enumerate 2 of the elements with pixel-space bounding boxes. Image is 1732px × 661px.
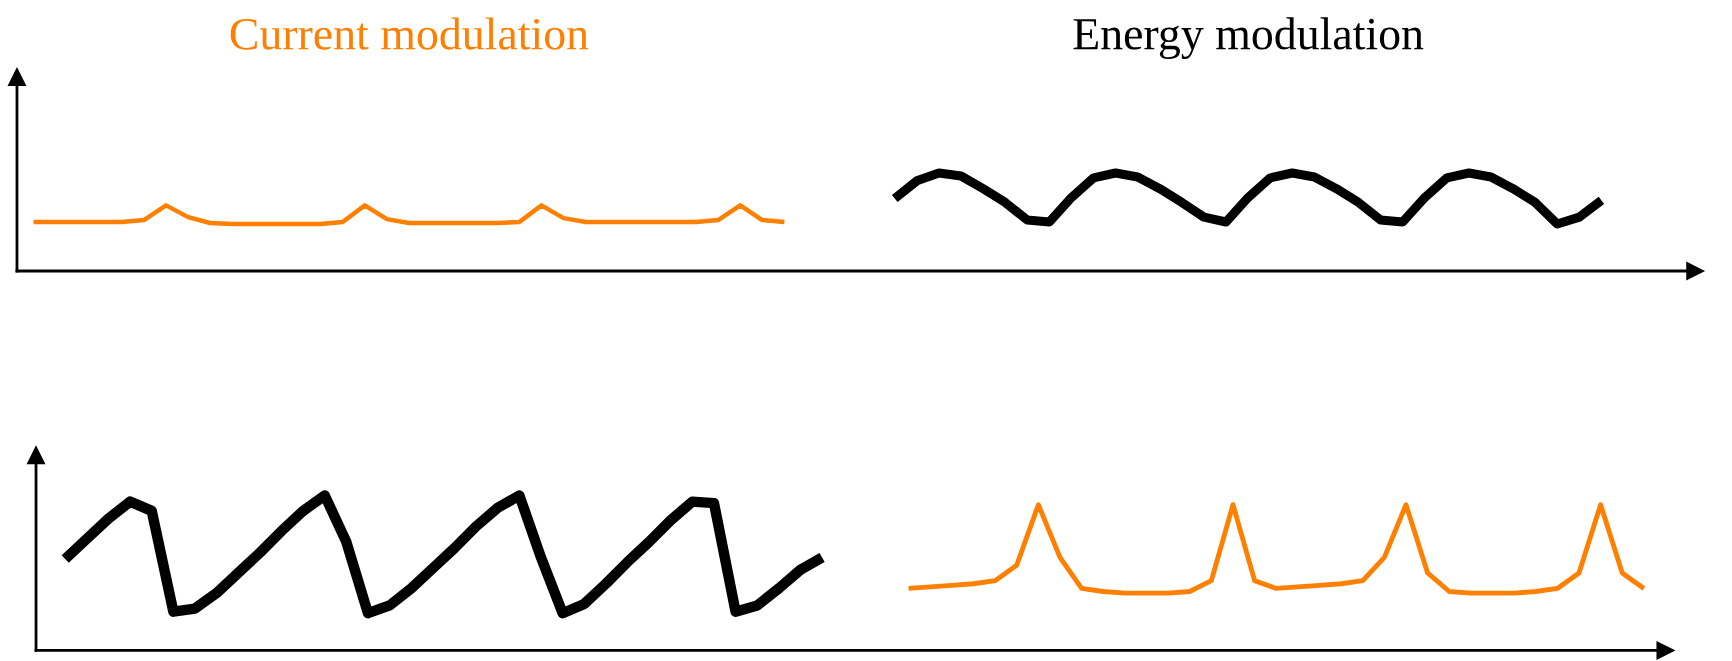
text: Energy modulation [1073, 17, 1424, 60]
text: Current modulation [230, 17, 589, 50]
